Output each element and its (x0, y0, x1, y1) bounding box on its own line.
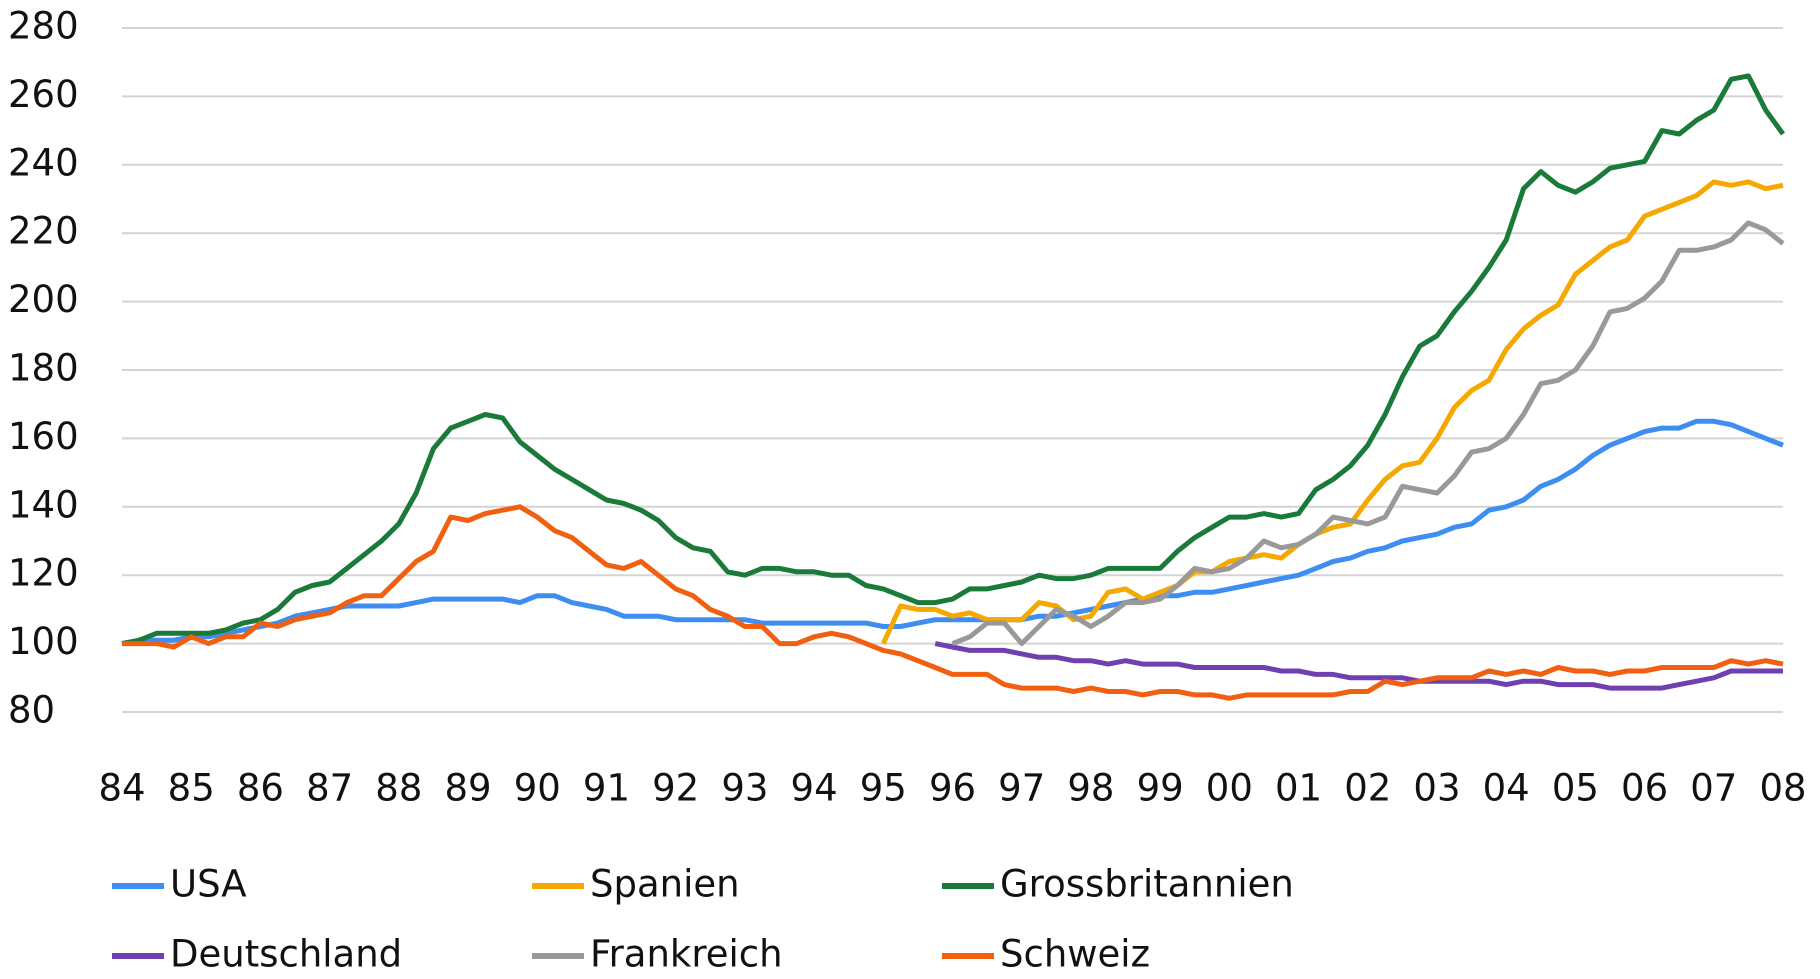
series-line (881, 179, 1784, 645)
y-tick-label: 160 (8, 415, 79, 458)
x-tick-label: 08 (1759, 767, 1806, 810)
y-tick-label: 120 (8, 552, 79, 595)
x-tick-label: 05 (1552, 767, 1599, 810)
legend-label: Deutschland (170, 933, 402, 976)
y-tick-label: 280 (8, 5, 79, 48)
x-tick-label: 91 (583, 767, 630, 810)
series-line (122, 504, 1784, 701)
legend-label: Schweiz (1000, 933, 1150, 976)
x-tick-label: 93 (721, 767, 768, 810)
x-tick-label: 84 (98, 767, 145, 810)
legend-label: USA (170, 863, 247, 906)
x-tick-label: 94 (791, 767, 838, 810)
y-tick-label: 260 (8, 73, 79, 116)
series-line (934, 641, 1783, 691)
y-tick-label: 220 (8, 210, 79, 253)
x-tick-label: 85 (168, 767, 215, 810)
legend-label: Frankreich (590, 933, 783, 976)
x-tick-label: 06 (1621, 767, 1668, 810)
x-tick-label: 90 (514, 767, 561, 810)
x-tick-label: 07 (1690, 767, 1737, 810)
x-tick-label: 99 (1137, 767, 1184, 810)
y-tick-label: 200 (8, 278, 79, 321)
y-tick-label: 100 (8, 620, 79, 663)
x-tick-label: 98 (1067, 767, 1114, 810)
x-tick-label: 02 (1344, 767, 1391, 810)
series-line (951, 220, 1785, 647)
x-tick-label: 04 (1483, 767, 1530, 810)
x-tick-label: 87 (306, 767, 353, 810)
y-tick-label: 80 (8, 689, 55, 732)
y-tick-label: 240 (8, 141, 79, 184)
x-tick-label: 89 (444, 767, 491, 810)
y-tick-label: 140 (8, 483, 79, 526)
x-tick-label: 97 (998, 767, 1045, 810)
x-tick-label: 88 (375, 767, 422, 810)
x-tick-label: 92 (652, 767, 699, 810)
x-tick-label: 95 (860, 767, 907, 810)
x-tick-label: 86 (237, 767, 284, 810)
legend-label: Grossbritannien (1000, 863, 1294, 906)
x-tick-label: 96 (929, 767, 976, 810)
legend-label: Spanien (590, 863, 740, 906)
series-line (121, 73, 1786, 647)
y-tick-label: 180 (8, 347, 79, 390)
x-tick-label: 03 (1413, 767, 1460, 810)
x-tick-label: 01 (1275, 767, 1322, 810)
x-tick-label: 00 (1206, 767, 1253, 810)
series-line (121, 418, 1784, 647)
